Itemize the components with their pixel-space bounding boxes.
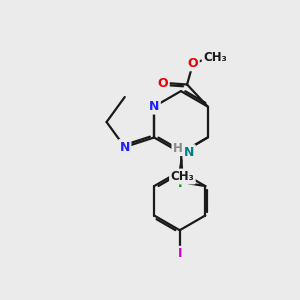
Text: CH₃: CH₃ [170,170,194,183]
Text: F: F [178,177,187,190]
Text: N: N [184,146,194,159]
Text: N: N [149,100,159,113]
Text: O: O [158,76,168,89]
Text: I: I [178,247,182,260]
Text: H: H [172,142,182,155]
Text: O: O [188,57,198,70]
Text: CH₃: CH₃ [203,51,227,64]
Text: N: N [120,140,130,154]
